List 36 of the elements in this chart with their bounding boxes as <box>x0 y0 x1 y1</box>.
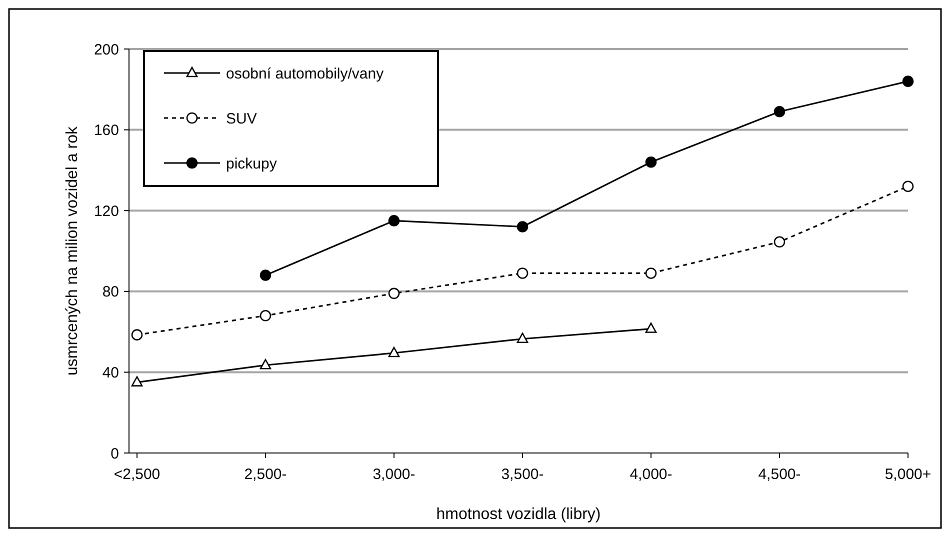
y-tick-label: 80 <box>102 284 119 301</box>
y-tick-label: 0 <box>110 445 119 462</box>
y-tick-label: 200 <box>94 41 119 58</box>
x-tick-label: 2,500- <box>244 466 287 483</box>
y-tick-label: 160 <box>94 122 119 140</box>
point <box>516 332 528 344</box>
legend-label: SUV <box>226 110 257 128</box>
point <box>516 221 528 232</box>
point <box>131 329 143 340</box>
point <box>516 268 528 279</box>
x-tick-label: 4,000- <box>630 466 672 483</box>
legend-label: osobní automobily/vany <box>226 65 384 82</box>
point <box>645 322 657 333</box>
x-tick-label: 3,500- <box>501 466 544 483</box>
y-tick-label: 120 <box>94 202 119 220</box>
y-tick-label: 40 <box>102 364 119 382</box>
point <box>645 268 657 279</box>
y-axis-title: usmrcených na milion vozidel a rok <box>64 126 81 376</box>
x-tick-label: 3,000- <box>372 466 416 483</box>
point <box>388 346 400 358</box>
legend-label: pickupy <box>226 155 278 172</box>
point <box>131 376 143 386</box>
point <box>260 358 272 370</box>
point <box>902 76 914 87</box>
point <box>260 310 272 322</box>
point <box>260 270 272 281</box>
point <box>774 106 786 118</box>
point <box>774 236 786 248</box>
point <box>902 180 914 192</box>
point <box>388 288 400 300</box>
x-tick-label: 5,000+ <box>884 466 932 483</box>
x-tick-label: <2,500 <box>114 466 160 483</box>
x-tick-label: 4,500- <box>758 466 801 483</box>
x-axis-title: hmotnost vozidla (libry) <box>436 506 601 523</box>
point <box>388 215 400 226</box>
point <box>645 156 657 168</box>
